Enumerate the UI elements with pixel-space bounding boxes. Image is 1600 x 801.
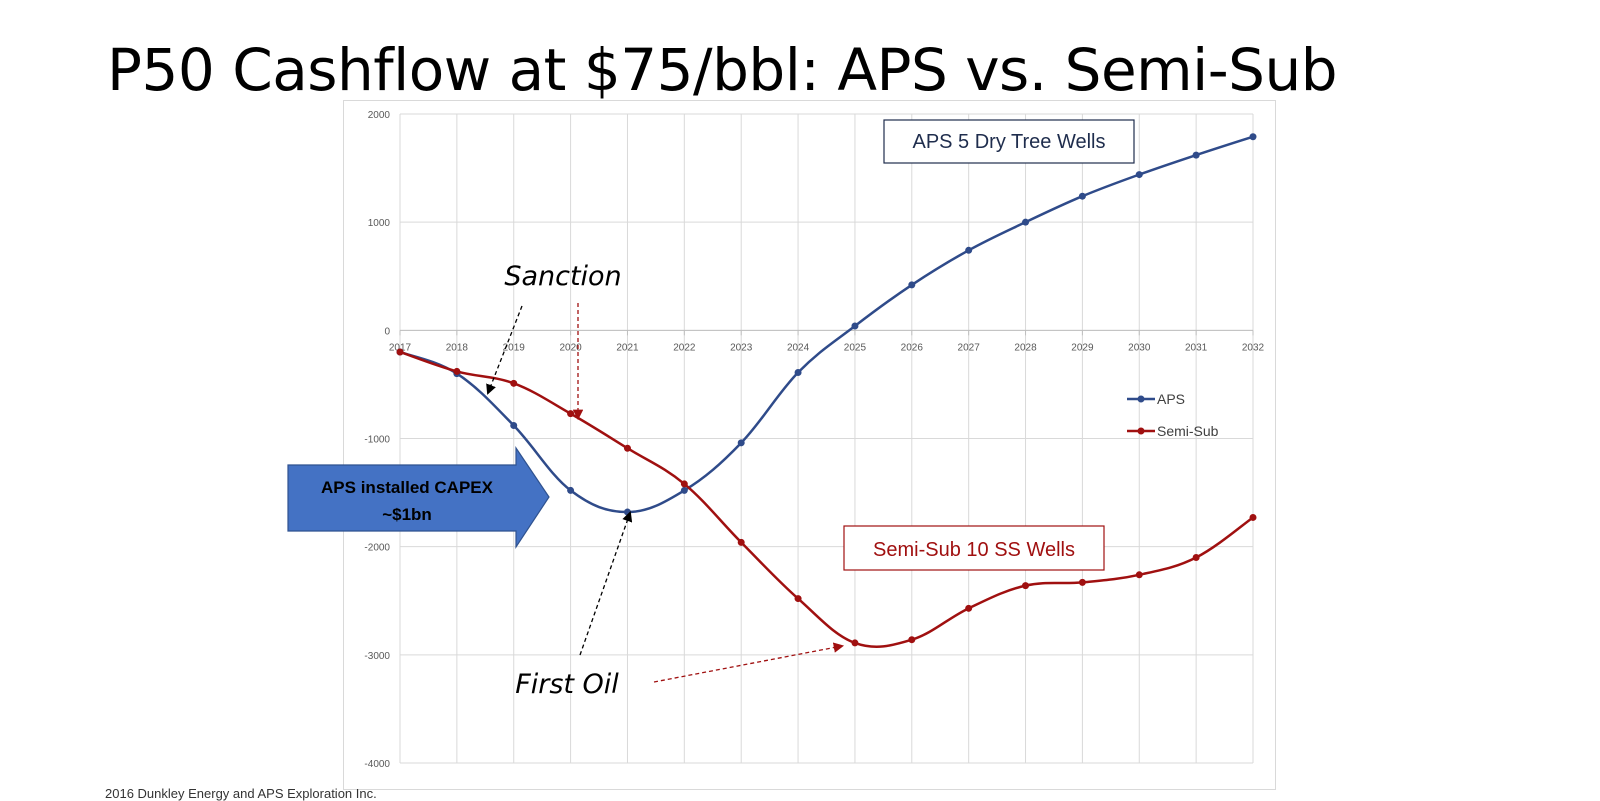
x-tick-label: 2020 [559, 342, 582, 353]
semi-sub-data-point [737, 538, 745, 546]
sanction-label: Sanction [504, 261, 621, 292]
chart-frame [343, 100, 1276, 790]
semi-sub-data-point [510, 379, 518, 387]
aps-wells-label: APS 5 Dry Tree Wells [912, 131, 1105, 153]
semi-sub-data-point [1192, 553, 1200, 561]
x-tick-label: 2026 [901, 342, 924, 353]
semi-sub-data-point [623, 444, 631, 452]
semi-sub-data-point [1022, 582, 1030, 590]
semi-sub-data-point [680, 480, 688, 488]
semisub-wells-box [843, 525, 1105, 571]
semisub-wells-label: Semi-Sub 10 SS Wells [873, 539, 1075, 561]
x-tick-label: 2017 [389, 342, 412, 353]
aps-legend-marker [1137, 395, 1145, 403]
footer-note: 2016 Dunkley Energy and APS Exploration … [105, 786, 377, 801]
semi-sub-data-point [567, 410, 575, 418]
slide-title: P50 Cashflow at $75/bbl: APS vs. Semi-Su… [107, 36, 1338, 104]
y-tick-label: -4000 [364, 759, 390, 770]
aps-data-point [567, 486, 575, 494]
legend: APS Semi-Sub [1127, 391, 1219, 439]
semi-sub-legend-marker [1137, 427, 1145, 435]
x-tick-label: 2019 [503, 342, 526, 353]
aps-legend-label: APS [1157, 391, 1185, 407]
x-tick-label: 2031 [1185, 342, 1208, 353]
capex-arrow [287, 446, 550, 549]
x-tick-label: 2027 [958, 342, 981, 353]
semi-sub-data-point [794, 595, 802, 603]
aps-data-point [1078, 192, 1086, 200]
first-oil-arrow-aps [579, 511, 633, 656]
aps-data-point [1249, 133, 1257, 141]
x-tick-label: 2023 [730, 342, 753, 353]
x-tick-label: 2025 [844, 342, 867, 353]
semi-sub-data-point [965, 604, 973, 612]
x-tick-label: 2032 [1242, 342, 1265, 353]
y-tick-label: -2000 [364, 543, 390, 554]
aps-data-point [680, 486, 688, 494]
aps-data-point [1022, 218, 1030, 226]
capex-label-line2: ~$1bn [382, 505, 432, 524]
first-oil-label: First Oil [515, 669, 619, 700]
sanction-arrow-aps [486, 305, 523, 395]
aps-data-point [1192, 151, 1200, 159]
x-tick-label: 2030 [1128, 342, 1151, 353]
semi-sub-data-point [453, 367, 461, 375]
semi-sub-legend-label: Semi-Sub [1157, 423, 1219, 439]
y-tick-label: -3000 [364, 651, 390, 662]
x-tick-label: 2028 [1014, 342, 1037, 353]
x-tick-label: 2024 [787, 342, 810, 353]
aps-data-point [965, 246, 973, 254]
aps-wells-box [883, 119, 1135, 164]
x-tick-label: 2021 [616, 342, 639, 353]
capex-label-line1: APS installed CAPEX [321, 478, 494, 497]
y-tick-label: 2000 [368, 110, 391, 121]
semi-sub-data-point [1249, 513, 1257, 521]
aps-series-line [399, 135, 1254, 514]
y-tick-label: 0 [384, 326, 390, 337]
semi-sub-data-point [1135, 571, 1143, 579]
semi-sub-data-point [1078, 578, 1086, 586]
aps-data-point [1135, 171, 1143, 179]
aps-data-point [851, 322, 859, 330]
semi-sub-data-point [908, 636, 916, 644]
series-lines [396, 133, 1257, 649]
aps-data-point [737, 439, 745, 447]
annotations: APS 5 Dry Tree Wells Semi-Sub 10 SS Wells… [287, 119, 1135, 700]
aps-data-point [510, 422, 518, 430]
semi-sub-data-point [396, 348, 404, 356]
grid-lines [399, 113, 1254, 764]
aps-data-point [908, 281, 916, 289]
semi-sub-data-point [851, 639, 859, 647]
semi-sub-series-line [399, 350, 1254, 649]
aps-data-point [794, 369, 802, 377]
y-tick-label: -1000 [364, 435, 390, 446]
y-tick-label: 1000 [368, 218, 391, 229]
x-tick-label: 2029 [1071, 342, 1094, 353]
x-tick-label: 2018 [446, 342, 469, 353]
x-tick-label: 2022 [673, 342, 696, 353]
axes: 2000 1000 0 -1000 -2000 -3000 -4000 2017 2018 201… [364, 110, 1264, 770]
first-oil-arrow-semisub [653, 642, 845, 683]
